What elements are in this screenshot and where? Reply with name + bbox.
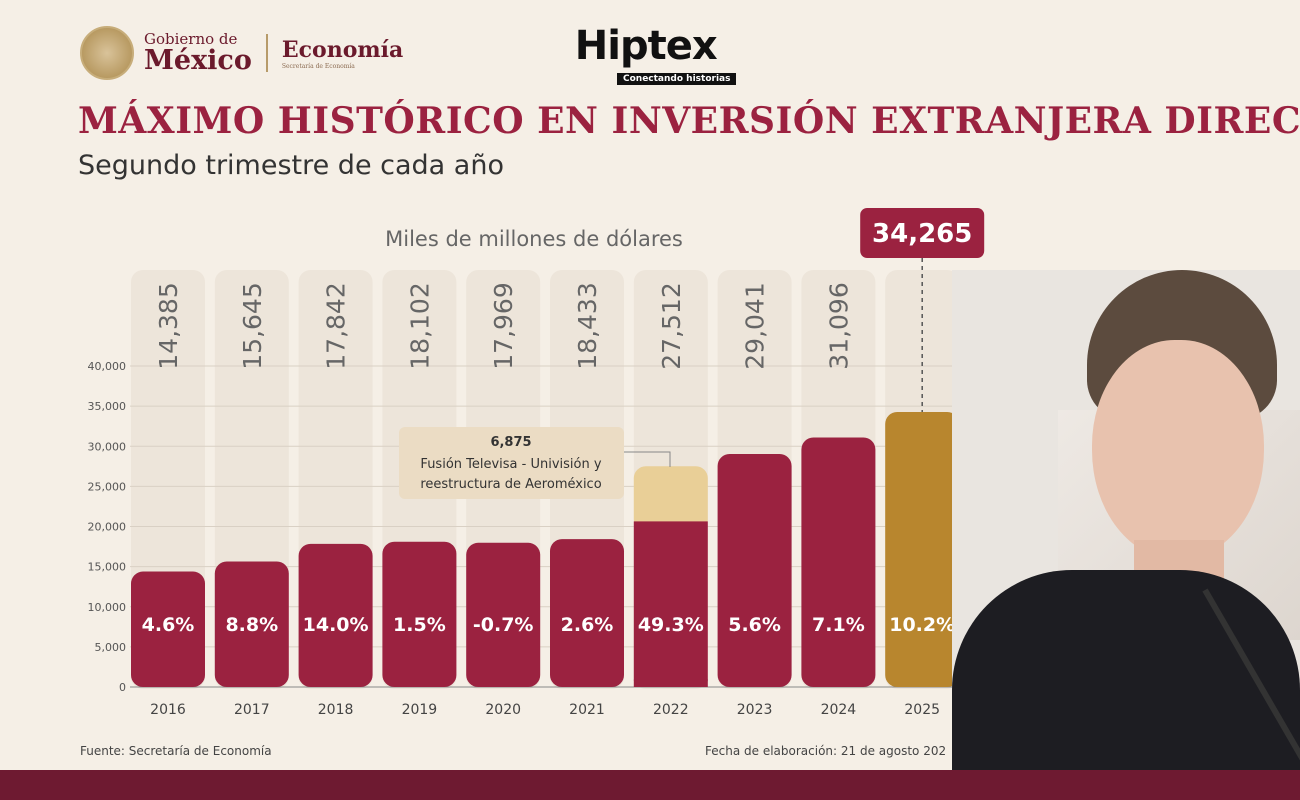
x-tick-label: 2020 <box>485 702 521 718</box>
x-tick-label: 2016 <box>150 702 186 718</box>
dept-sub: Secretaría de Economía <box>281 62 355 70</box>
coat-of-arms-icon <box>80 26 134 80</box>
bar <box>633 521 708 687</box>
page-subtitle: Segundo trimestre de cada año <box>78 150 504 181</box>
growth-label: 10.2% <box>889 614 955 636</box>
bar <box>466 542 541 687</box>
value-label: 31,096 <box>824 282 853 369</box>
bar <box>801 437 876 687</box>
bar <box>717 453 792 687</box>
value-label: 14,385 <box>154 282 183 369</box>
growth-label: 8.8% <box>225 614 278 636</box>
y-tick-label: 40,000 <box>88 360 127 373</box>
bar-base-cap <box>633 673 708 687</box>
bar <box>214 561 289 687</box>
source-note: Fuente: Secretaría de Economía <box>80 744 272 758</box>
growth-label: 7.1% <box>812 614 865 636</box>
unit-label: Miles de millones de dólares <box>385 227 683 251</box>
x-tick-label: 2018 <box>318 702 354 718</box>
highlight-callout <box>860 208 985 258</box>
y-tick-label: 30,000 <box>88 440 127 453</box>
bar <box>885 412 960 687</box>
brand-name: Hiptex <box>574 23 718 69</box>
logo-divider <box>265 34 268 72</box>
value-label: 17,842 <box>322 282 351 369</box>
page-title: MÁXIMO HISTÓRICO EN INVERSIÓN EXTRANJERA… <box>78 100 1300 142</box>
value-label: 18,433 <box>573 282 602 369</box>
y-tick-label: 0 <box>119 681 126 694</box>
bar <box>298 543 373 687</box>
x-tick-label: 2025 <box>904 702 940 718</box>
gobierno-logo: Gobierno de México Economía Secretaría d… <box>80 26 403 80</box>
x-tick-label: 2023 <box>737 702 773 718</box>
x-tick-label: 2022 <box>653 702 689 718</box>
x-tick-label: 2019 <box>402 702 438 718</box>
bar-segment-extra <box>633 466 708 532</box>
date-note: Fecha de elaboración: 21 de agosto 202 <box>705 744 947 758</box>
growth-label: 1.5% <box>393 614 446 636</box>
x-tick-label: 2021 <box>569 702 605 718</box>
dept-name: Economía <box>281 36 404 63</box>
growth-label: -0.7% <box>473 614 534 636</box>
growth-label: 49.3% <box>638 614 704 636</box>
bar <box>131 571 205 687</box>
growth-label: 2.6% <box>561 614 614 636</box>
gob-line1: Gobierno de <box>144 30 238 48</box>
y-tick-label: 20,000 <box>88 521 127 534</box>
bottom-bar <box>0 770 1300 800</box>
y-tick-label: 35,000 <box>88 400 127 413</box>
value-label: 17,969 <box>489 282 518 369</box>
value-label: 27,512 <box>657 282 686 369</box>
bar <box>382 541 457 687</box>
bar <box>550 539 624 687</box>
gob-line2: México <box>144 45 252 76</box>
annotation-box <box>399 427 624 499</box>
y-tick-label: 15,000 <box>88 561 127 574</box>
growth-label: 5.6% <box>728 614 781 636</box>
y-tick-label: 5,000 <box>95 641 127 654</box>
brand-tagline: Conectando historias <box>617 73 737 85</box>
x-tick-label: 2017 <box>234 702 270 718</box>
speaker-photo <box>952 270 1300 770</box>
y-tick-label: 25,000 <box>88 480 127 493</box>
growth-label: 14.0% <box>303 614 369 636</box>
growth-label: 4.6% <box>142 614 195 636</box>
y-tick-label: 10,000 <box>88 601 127 614</box>
annotation-line1: Fusión Televisa - Univisión y <box>420 457 601 472</box>
annotation-value: 6,875 <box>490 435 531 450</box>
hiptex-logo: Hiptex Conectando historias <box>555 23 737 85</box>
value-label: 15,645 <box>238 282 267 369</box>
annotation-line2: reestructura de Aeroméxico <box>420 477 601 492</box>
value-label: 18,102 <box>405 282 434 369</box>
value-label: 29,041 <box>741 282 770 369</box>
x-tick-label: 2024 <box>821 702 857 718</box>
highlight-value: 34,265 <box>872 219 972 249</box>
annotation-connector <box>624 451 671 467</box>
